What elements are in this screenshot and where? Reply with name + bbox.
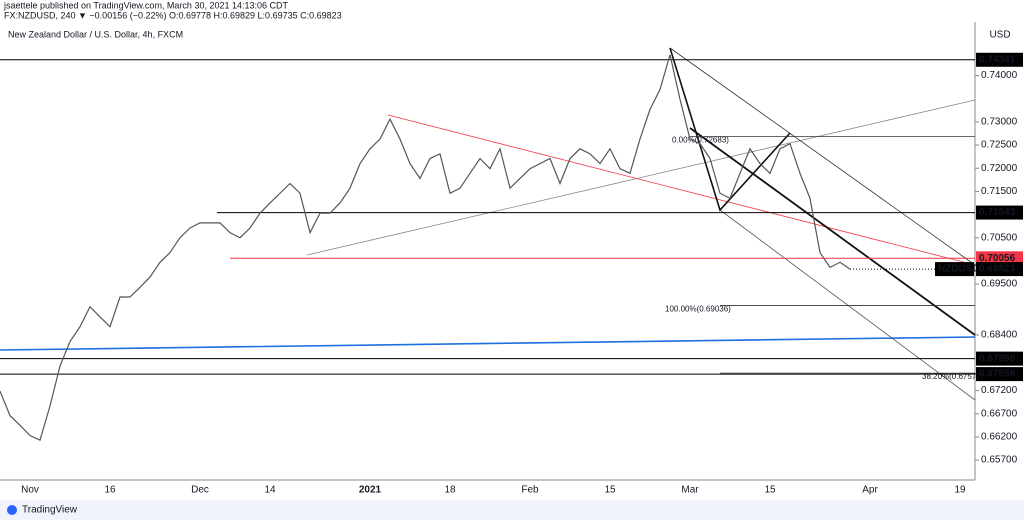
- x-tick-label: 15: [764, 485, 776, 496]
- author-line: jsaettele published on TradingView.com, …: [3, 0, 289, 10]
- x-tick-label: 14: [264, 485, 276, 496]
- chart-title: New Zealand Dollar / U.S. Dollar, 4h, FX…: [8, 29, 183, 39]
- series-name: NZDUSD: [938, 264, 980, 275]
- level-label: 0.70056: [979, 253, 1016, 264]
- x-tick-label: 16: [104, 485, 116, 496]
- y-tick-label: 0.74000: [981, 70, 1018, 81]
- x-tick-label: 2021: [359, 485, 382, 496]
- last-price-box: [976, 262, 1023, 277]
- y-tick-label: 0.65700: [981, 455, 1018, 466]
- y-tick-label: 0.71500: [981, 186, 1018, 197]
- fib-label: 0.00%(0.72683): [672, 136, 729, 145]
- level-box: [976, 205, 1023, 220]
- fib-label: 38.20%(0.67577): [922, 372, 984, 381]
- x-tick-label: Dec: [191, 485, 209, 496]
- x-tick-label: 19: [954, 485, 966, 496]
- y-tick-label: 0.67200: [981, 385, 1018, 396]
- level-box: [976, 251, 1023, 266]
- level-label: 0.71043: [979, 207, 1016, 218]
- trendlines: [0, 47, 976, 401]
- x-tick-label: 18: [444, 485, 456, 496]
- x-tick-label: Feb: [521, 485, 539, 496]
- y-tick-label: 0.70500: [981, 232, 1018, 243]
- footer-bar: [0, 500, 1024, 520]
- level-label: 0.67890: [979, 353, 1016, 364]
- level-box: [976, 52, 1023, 67]
- y-tick-label: 0.66700: [981, 408, 1018, 419]
- level-label: 0.74341: [979, 54, 1016, 65]
- symbol-line: FX:NZDUSD, 240 ▼ −0.00156 (−0.22%) O:0.6…: [4, 10, 342, 20]
- brand-logo: [7, 505, 17, 515]
- x-tick-label: Mar: [681, 485, 699, 496]
- x-tick-label: 15: [604, 485, 616, 496]
- level-label: 0.67556: [979, 369, 1016, 380]
- price-line: [0, 54, 851, 441]
- y-tick-label: 0.68400: [981, 330, 1018, 341]
- brand: TradingView: [22, 505, 78, 516]
- x-tick-label: Apr: [862, 485, 878, 496]
- x-tick-label: Nov: [21, 485, 39, 496]
- fib-label: 100.00%(0.69036): [665, 305, 731, 314]
- y-tick-label: 0.69500: [981, 279, 1018, 290]
- last-price-label: 0.69823: [979, 264, 1016, 275]
- y-unit: USD: [989, 30, 1010, 41]
- level-box: [976, 367, 1023, 382]
- series-name-box: [935, 262, 974, 277]
- y-tick-label: 0.72000: [981, 163, 1018, 174]
- y-tick-label: 0.66200: [981, 432, 1018, 443]
- y-tick-label: 0.73000: [981, 117, 1018, 128]
- y-tick-label: 0.72500: [981, 140, 1018, 151]
- level-box: [976, 351, 1023, 366]
